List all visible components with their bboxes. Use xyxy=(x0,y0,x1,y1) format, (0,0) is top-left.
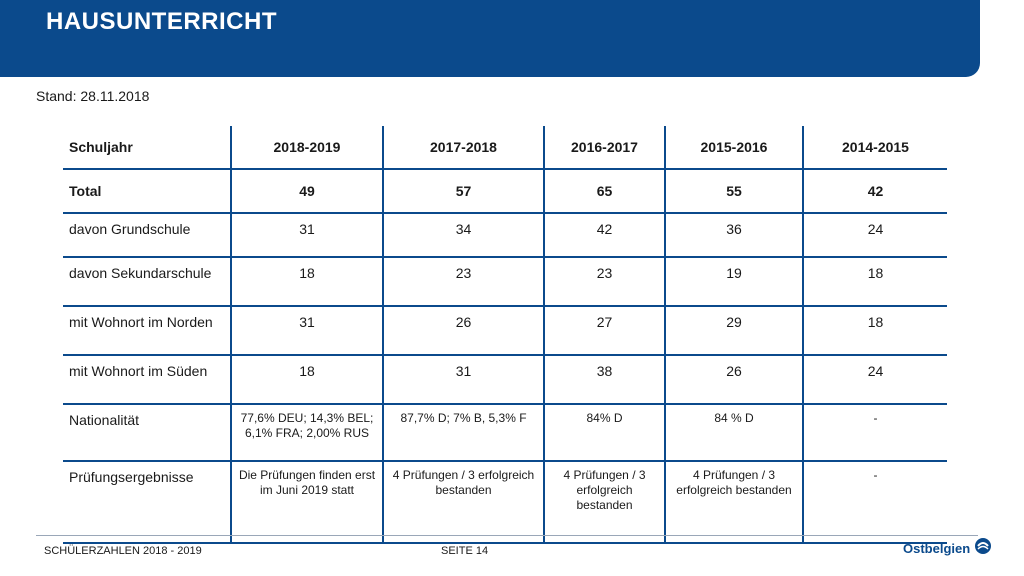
table-row: Nationalität 77,6% DEU; 14,3% BEL; 6,1% … xyxy=(63,404,947,462)
footer-page-number: SEITE 14 xyxy=(441,545,489,557)
table-cell: 77,6% DEU; 14,3% BEL; 6,1% FRA; 2,00% RU… xyxy=(230,404,383,462)
ostbelgien-logo-icon xyxy=(974,537,992,560)
column-header: Schuljahr xyxy=(63,126,231,170)
table-cell: 18 xyxy=(230,355,383,405)
table-cell: 57 xyxy=(382,169,544,214)
table-cell: 24 xyxy=(802,213,947,258)
table-cell: 55 xyxy=(664,169,803,214)
table-row: davon Sekundarschule 18 23 23 19 18 xyxy=(63,257,947,307)
table-cell: 23 xyxy=(543,257,665,307)
table-row: Total 49 57 65 55 42 xyxy=(63,169,947,214)
table-cell: 4 Prüfungen / 3 erfolgreich bestanden xyxy=(543,461,665,544)
column-header: 2016-2017 xyxy=(543,126,665,170)
logo-text: Ostbelgien xyxy=(903,540,971,556)
table-cell: 18 xyxy=(230,257,383,307)
table-cell: 84% D xyxy=(543,404,665,462)
table-cell: 84 % D xyxy=(664,404,803,462)
row-label: mit Wohnort im Süden xyxy=(63,355,231,405)
footer-divider xyxy=(36,535,978,536)
row-label: Total xyxy=(63,169,231,214)
table-cell: 4 Prüfungen / 3 erfolgreich bestanden xyxy=(664,461,803,544)
table-cell: - xyxy=(802,404,947,462)
statistics-table: Schuljahr 2018-2019 2017-2018 2016-2017 … xyxy=(63,126,947,544)
table-row: davon Grundschule 31 34 42 36 24 xyxy=(63,213,947,258)
table-cell: 23 xyxy=(382,257,544,307)
table-cell: 4 Prüfungen / 3 erfolgreich bestanden xyxy=(382,461,544,544)
table-row: mit Wohnort im Süden 18 31 38 26 24 xyxy=(63,355,947,405)
column-header: 2018-2019 xyxy=(230,126,383,170)
row-label: Nationalität xyxy=(63,404,231,462)
table-cell: - xyxy=(802,461,947,544)
table-cell: 26 xyxy=(382,306,544,356)
row-label: mit Wohnort im Norden xyxy=(63,306,231,356)
table-cell: 31 xyxy=(230,213,383,258)
page-title: HAUSUNTERRICHT xyxy=(46,8,277,35)
table-row: mit Wohnort im Norden 31 26 27 29 18 xyxy=(63,306,947,356)
table-cell: 27 xyxy=(543,306,665,356)
table-cell: 26 xyxy=(664,355,803,405)
column-header: 2017-2018 xyxy=(382,126,544,170)
ostbelgien-logo: Ostbelgien xyxy=(903,537,992,560)
table-cell: 24 xyxy=(802,355,947,405)
table-cell: 38 xyxy=(543,355,665,405)
row-label: davon Grundschule xyxy=(63,213,231,258)
table-header-row: Schuljahr 2018-2019 2017-2018 2016-2017 … xyxy=(63,126,947,170)
table-cell: 42 xyxy=(802,169,947,214)
header-band xyxy=(0,0,980,77)
row-label: Prüfungsergebnisse xyxy=(63,461,231,544)
column-header: 2014-2015 xyxy=(802,126,947,170)
footer-document-title: SCHÜLERZAHLEN 2018 - 2019 xyxy=(44,545,202,557)
table-cell: 18 xyxy=(802,257,947,307)
table-cell: 42 xyxy=(543,213,665,258)
table-cell: Die Prüfungen finden erst im Juni 2019 s… xyxy=(230,461,383,544)
table-row: Prüfungsergebnisse Die Prüfungen finden … xyxy=(63,461,947,544)
table-cell: 18 xyxy=(802,306,947,356)
table-cell: 49 xyxy=(230,169,383,214)
column-header: 2015-2016 xyxy=(664,126,803,170)
table-cell: 19 xyxy=(664,257,803,307)
table-cell: 65 xyxy=(543,169,665,214)
table-cell: 34 xyxy=(382,213,544,258)
table-cell: 36 xyxy=(664,213,803,258)
table-cell: 87,7% D; 7% B, 5,3% F xyxy=(382,404,544,462)
table-cell: 31 xyxy=(382,355,544,405)
stand-date: Stand: 28.11.2018 xyxy=(36,88,150,104)
table-cell: 31 xyxy=(230,306,383,356)
row-label: davon Sekundarschule xyxy=(63,257,231,307)
table-cell: 29 xyxy=(664,306,803,356)
